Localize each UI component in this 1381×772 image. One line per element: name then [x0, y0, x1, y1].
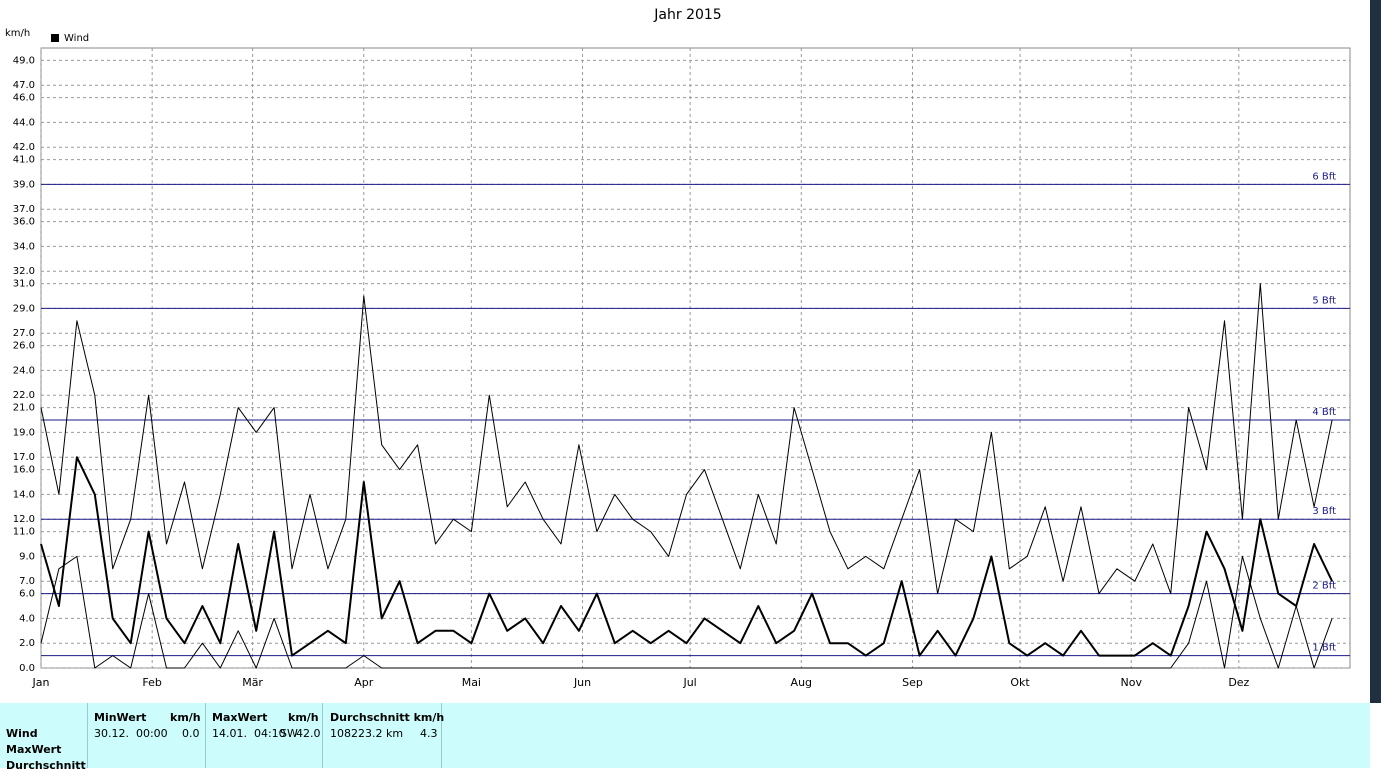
y-tick-label: 2.0 [19, 638, 35, 649]
y-tick-label: 21.0 [13, 403, 35, 414]
y-tick-label: 39.0 [13, 179, 35, 190]
y-tick-label: 34.0 [13, 241, 35, 252]
y-tick-label: 14.0 [13, 489, 35, 500]
header: km/h [288, 711, 319, 724]
x-tick-label: Aug [791, 676, 812, 689]
wind-line [40, 283, 1333, 595]
bft-label: 3 Bft [1312, 506, 1336, 517]
y-tick-label: 4.0 [19, 613, 35, 624]
x-tick-label: Mär [242, 676, 263, 689]
header: MinWert [94, 711, 147, 724]
header: MaxWert [212, 711, 268, 724]
y-tick-label: 24.0 [13, 365, 35, 376]
x-tick-label: Nov [1121, 676, 1143, 689]
y-tick-label: 31.0 [13, 279, 35, 290]
cell: SW [280, 727, 298, 740]
row-label: MaxWert [6, 743, 62, 756]
y-tick-label: 47.0 [13, 80, 35, 91]
y-tick-label: 49.0 [13, 55, 35, 66]
y-tick-label: 27.0 [13, 328, 35, 339]
x-tick-label: Apr [354, 676, 374, 689]
y-tick-label: 0.0 [19, 663, 35, 674]
cell: 108223.2 km [330, 727, 404, 740]
y-tick-label: 32.0 [13, 266, 35, 277]
cell: 4.3 [420, 727, 438, 740]
wind-line [40, 555, 1333, 669]
y-tick-label: 37.0 [13, 204, 35, 215]
x-tick-label: Mai [462, 676, 481, 689]
y-tick-label: 46.0 [13, 93, 35, 104]
y-tick-label: 12.0 [13, 514, 35, 525]
legend-swatch [51, 34, 59, 42]
y-tick-label: 44.0 [13, 117, 35, 128]
y-tick-label: 22.0 [13, 390, 35, 401]
y-tick-label: 7.0 [19, 576, 35, 587]
bft-label: 6 Bft [1312, 171, 1336, 182]
cell: 14.01. 04:10 [212, 727, 286, 740]
y-tick-label: 9.0 [19, 551, 35, 562]
bft-label: 5 Bft [1312, 295, 1336, 306]
row-label: Wind [6, 727, 38, 740]
y-tick-label: 41.0 [13, 155, 35, 166]
chart-title: Jahr 2015 [653, 7, 721, 23]
plot-frame [40, 47, 1351, 669]
x-tick-label: Jun [573, 676, 591, 689]
y-tick-label: 36.0 [13, 217, 35, 228]
cell: 42.0 [296, 727, 321, 740]
wind-line [40, 456, 1334, 657]
y-axis-label: km/h [5, 28, 30, 39]
y-tick-label: 42.0 [13, 142, 35, 153]
y-tick-label: 19.0 [13, 427, 35, 438]
bft-label: 4 Bft [1312, 407, 1336, 418]
y-tick-label: 26.0 [13, 341, 35, 352]
cell: 0.0 [182, 727, 200, 740]
y-tick-label: 6.0 [19, 589, 35, 600]
x-tick-label: Jan [32, 676, 50, 689]
x-tick-label: Okt [1010, 676, 1030, 689]
x-tick-label: Dez [1228, 676, 1249, 689]
chart: Jahr 2015 km/h 0.0 2.0 4.0 6.0 7.0 9.0 11.0 12.… [5, 0, 1381, 703]
window-edge [1370, 0, 1381, 703]
summary-panel: MinWert km/h MaxWert km/h Durchschnitt k… [0, 703, 1370, 772]
y-tick-label: 16.0 [13, 465, 35, 476]
x-tick-label: Feb [142, 676, 161, 689]
y-tick-label: 11.0 [13, 527, 35, 538]
bft-label: 2 Bft [1312, 581, 1336, 592]
header: km/h [170, 711, 201, 724]
legend-label: Wind [64, 33, 89, 44]
bft-label: 1 Bft [1312, 643, 1336, 654]
cell: 30.12. 00:00 [94, 727, 168, 740]
x-tick-label: Jul [682, 676, 696, 689]
row-label: Durchschnitt [6, 759, 86, 772]
x-tick-label: Sep [902, 676, 923, 689]
y-tick-label: 29.0 [13, 303, 35, 314]
y-tick-label: 17.0 [13, 452, 35, 463]
header: Durchschnitt km/h [330, 711, 445, 724]
